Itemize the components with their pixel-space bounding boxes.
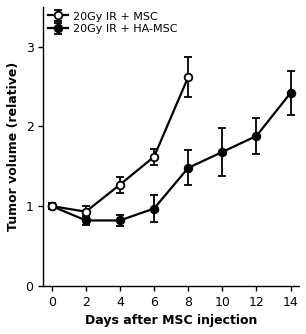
Y-axis label: Tumor volume (relative): Tumor volume (relative)	[7, 62, 20, 231]
Legend: 20Gy IR + MSC, 20Gy IR + HA-MSC: 20Gy IR + MSC, 20Gy IR + HA-MSC	[47, 10, 179, 35]
X-axis label: Days after MSC injection: Days after MSC injection	[85, 314, 257, 327]
